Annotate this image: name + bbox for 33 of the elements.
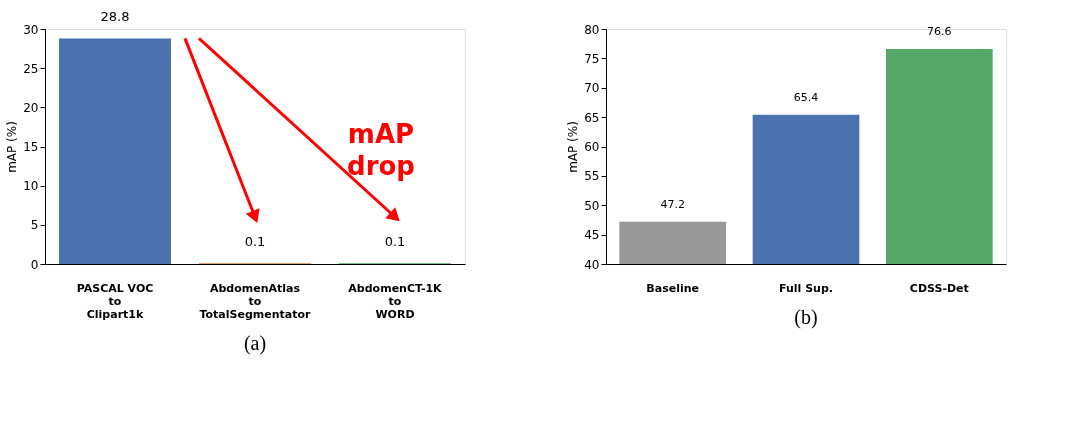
text: (b) — [794, 306, 818, 329]
data-label: 65.4 — [793, 90, 819, 104]
annotation: mAP drop — [347, 118, 415, 181]
y-tick-label: 20 — [23, 100, 39, 115]
x-tick-label: CDSS-Det — [909, 281, 969, 295]
x-tick-label: Full Sup. — [779, 281, 833, 295]
y-tick-label: 70 — [584, 81, 600, 96]
y-tick-label: 0 — [30, 257, 39, 272]
data-label: 47.2 — [660, 197, 685, 211]
y-tick-label: 40 — [584, 257, 600, 272]
data-label: 76.6 — [927, 24, 952, 38]
y-tick-label: 65 — [584, 110, 600, 125]
y-tick-label: 45 — [584, 228, 600, 243]
y-tick-label: 10 — [23, 179, 39, 194]
y-tick-label: 55 — [584, 169, 600, 184]
y-tick-label: 50 — [584, 198, 600, 213]
y-tick-label: 80 — [584, 22, 600, 37]
y-tick-label: 25 — [23, 61, 39, 76]
y-axis-title: mAP (%) — [566, 121, 581, 173]
x-tick-label: Baseline — [646, 281, 699, 295]
x-tick-label: AbdomenCT-1K to WORD — [348, 281, 443, 321]
x-tick-label: PASCAL VOC to Clipart1k — [76, 281, 154, 321]
y-tick-label: 60 — [584, 140, 600, 154]
y-tick-label: 30 — [23, 22, 39, 37]
text: (a) — [243, 332, 267, 355]
data-label: 28.8 — [100, 9, 130, 25]
data-label: 0.1 — [244, 234, 266, 250]
x-tick-label: AbdomenAtlas to TotalSegmentator — [199, 281, 312, 321]
y-tick-label: 75 — [584, 51, 600, 66]
y-axis-title: mAP (%) — [5, 121, 20, 173]
y-tick-label: 15 — [23, 140, 39, 154]
y-tick-label: 5 — [30, 218, 39, 233]
data-label: 0.1 — [384, 234, 406, 250]
